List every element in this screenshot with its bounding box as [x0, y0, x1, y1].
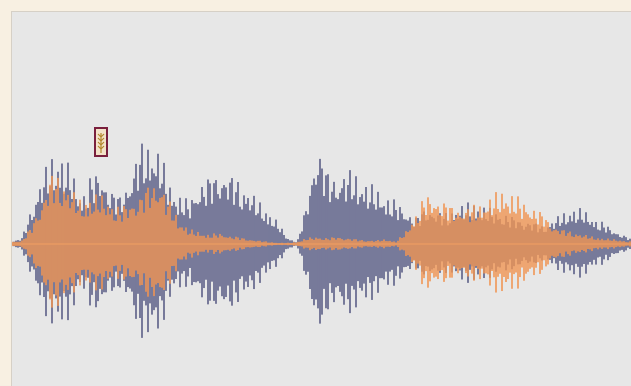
- selection-marker[interactable]: [94, 127, 108, 157]
- waveform-orange-series: [12, 175, 631, 308]
- waveform-panel[interactable]: [11, 11, 631, 386]
- waveform-canvas[interactable]: [12, 12, 631, 386]
